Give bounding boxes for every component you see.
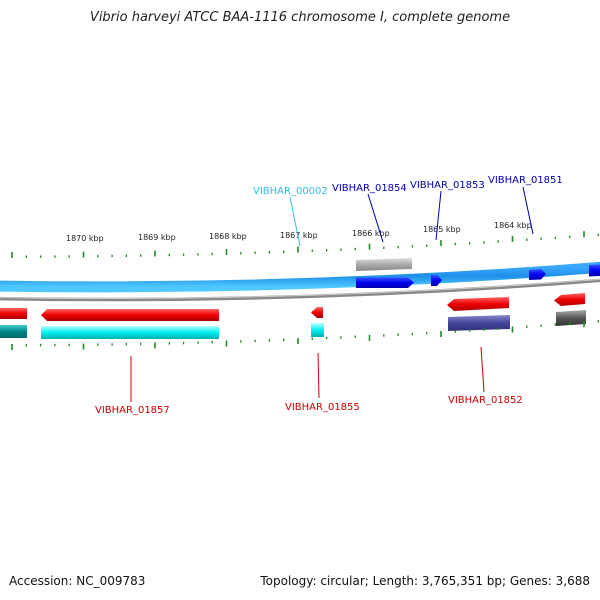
gene-labels: VIBHAR_00002 VIBHAR_01854 VIBHAR_01853 V… xyxy=(95,175,563,416)
gene-label-vibhar-01851[interactable]: VIBHAR_01851 xyxy=(488,175,563,186)
scale-label-1870: 1870 kbp xyxy=(66,234,104,243)
gene-label-vibhar-01857[interactable]: VIBHAR_01857 xyxy=(95,405,170,416)
scale-ticks-bottom xyxy=(11,320,599,350)
gene-teal-left[interactable] xyxy=(0,325,27,338)
cds-vibhar-01851[interactable] xyxy=(529,269,546,280)
cds-edge-right[interactable] xyxy=(589,264,600,277)
cds-vibhar-01852[interactable] xyxy=(447,297,509,311)
callout-line-vibhar-01854 xyxy=(367,193,384,243)
scale-labels: 1870 kbp 1869 kbp 1868 kbp 1867 kbp 1866… xyxy=(66,221,532,243)
backbone-highlight xyxy=(0,278,600,300)
scale-ticks-top xyxy=(11,231,599,258)
forward-strand-band xyxy=(0,261,600,293)
cds-vibhar-01855[interactable] xyxy=(311,307,323,318)
genome-title: Vibrio harveyi ATCC BAA-1116 chromosome … xyxy=(89,10,511,25)
cds-edge-left[interactable] xyxy=(0,308,27,319)
gene-label-vibhar-00002[interactable]: VIBHAR_00002 xyxy=(253,186,328,197)
callout-line-vibhar-00002 xyxy=(289,196,301,247)
callout-line-vibhar-01855 xyxy=(317,352,320,399)
cds-red-right[interactable] xyxy=(554,293,585,306)
scale-label-1869: 1869 kbp xyxy=(138,233,176,242)
scale-label-1865: 1865 kbp xyxy=(423,225,461,234)
gene-dark-grey[interactable] xyxy=(556,310,586,326)
gene-vibhar-01857[interactable] xyxy=(41,326,219,339)
callout-line-vibhar-01851 xyxy=(522,186,534,235)
gene-label-vibhar-01852[interactable]: VIBHAR_01852 xyxy=(448,395,523,406)
gene-label-vibhar-01855[interactable]: VIBHAR_01855 xyxy=(285,402,360,413)
gene-label-vibhar-01853[interactable]: VIBHAR_01853 xyxy=(410,180,485,191)
scale-label-1864: 1864 kbp xyxy=(494,221,532,230)
scale-label-1866: 1866 kbp xyxy=(352,229,390,238)
gene-vibhar-01852[interactable] xyxy=(448,315,510,331)
gene-label-vibhar-01854[interactable]: VIBHAR_01854 xyxy=(332,183,407,194)
gene-vibhar-01855[interactable] xyxy=(311,323,324,337)
cds-vibhar-01854[interactable] xyxy=(356,277,414,289)
callout-lines xyxy=(130,186,534,402)
cds-vibhar-01853[interactable] xyxy=(431,275,442,286)
feature-grey-1[interactable] xyxy=(356,258,412,271)
callout-line-vibhar-01852 xyxy=(480,346,485,393)
genome-backbone xyxy=(0,278,600,302)
scale-label-1867: 1867 kbp xyxy=(280,231,318,240)
scale-label-1868: 1868 kbp xyxy=(209,232,247,241)
callout-line-vibhar-01853 xyxy=(435,190,442,241)
accession-text: Accession: NC_009783 xyxy=(9,574,146,588)
cds-vibhar-01857[interactable] xyxy=(41,309,219,321)
genome-stats-text: Topology: circular; Length: 3,765,351 bp… xyxy=(260,574,590,588)
